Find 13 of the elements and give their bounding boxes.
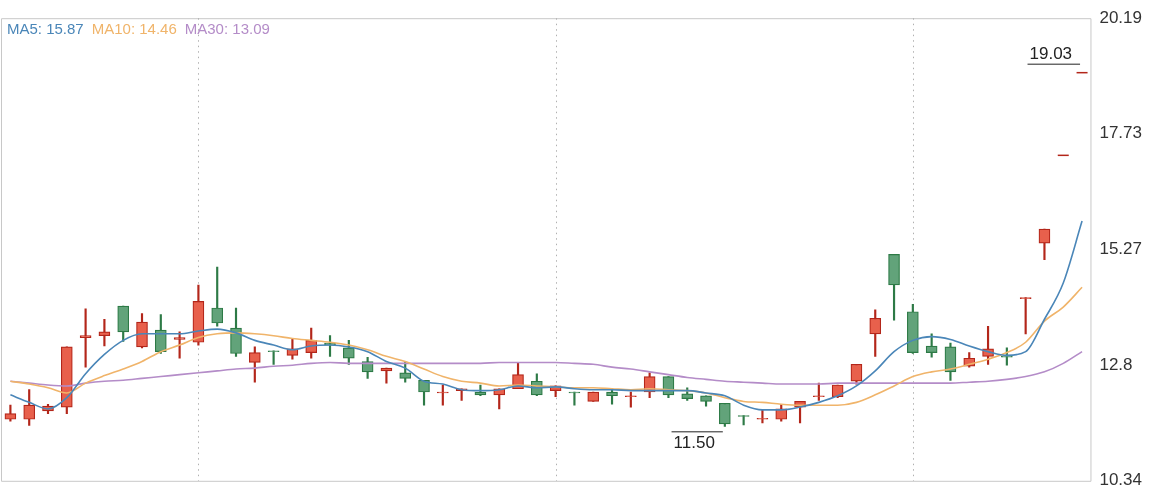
annotation: 19.03 [1029,43,1073,63]
y-tick-label: 17.73 [1099,123,1143,143]
y-tick-label: 20.19 [1099,7,1143,27]
y-tick-label: 10.34 [1099,470,1143,490]
annotation: 11.50 [673,432,715,452]
y-tick-label: 12.8 [1099,354,1133,374]
candlestick [568,391,581,406]
y-tick-label: 15.27 [1099,238,1143,258]
text: MA5: 15.87 [7,19,84,37]
text: MA30: 13.09 [184,19,270,37]
candlestick [756,409,769,424]
text: MA10: 14.46 [91,19,177,37]
candlestick [380,367,393,384]
